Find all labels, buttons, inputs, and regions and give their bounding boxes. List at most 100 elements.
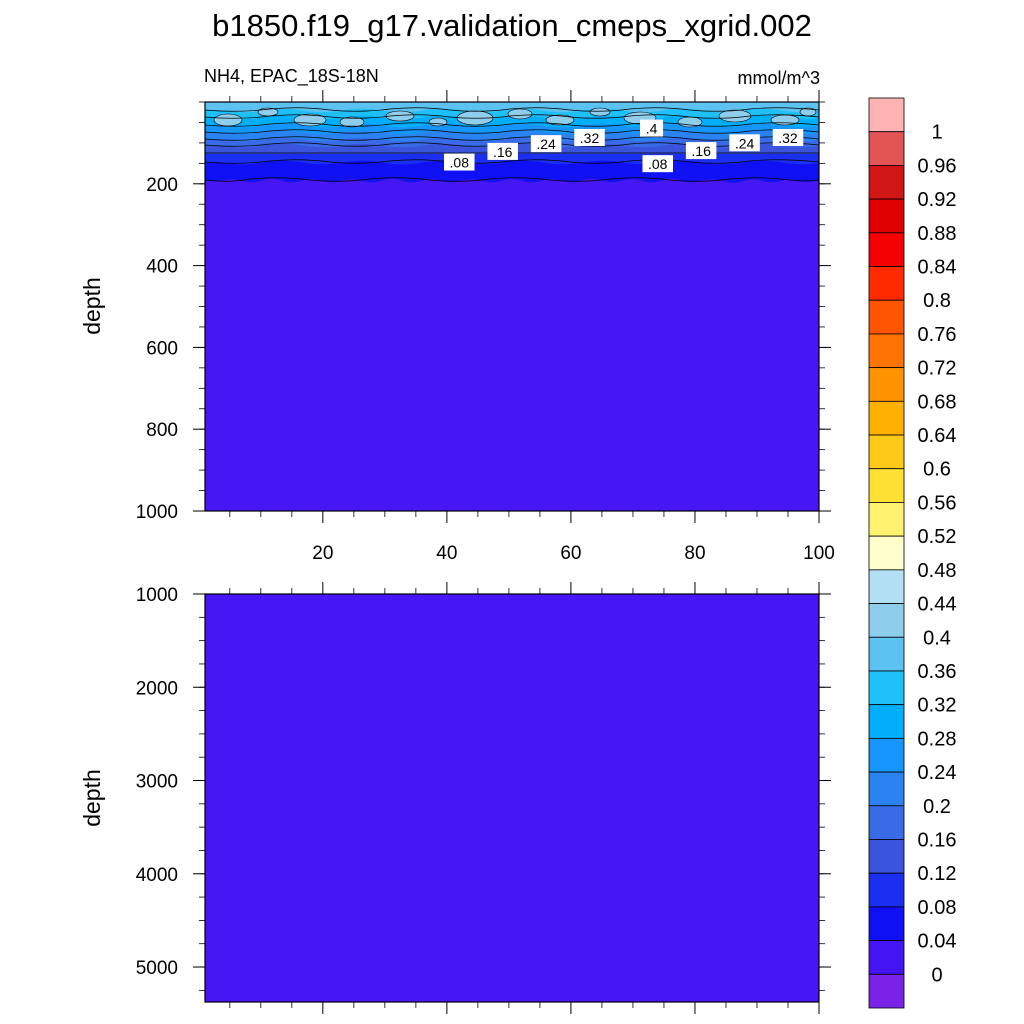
colorbar-label: 0.76 [918,324,957,346]
lower-field [205,594,819,1002]
colorbar-swatch [868,940,905,975]
contour-label-box [772,128,804,146]
contour-label-group: .08 .16 .24 .32 .4 .08 .16 .24 .32 [444,119,804,173]
colorbar-label: 0.84 [918,257,957,279]
colorbar-swatch [868,333,905,369]
colorbar-label: 0.56 [918,492,957,514]
colorbar-label: 0.48 [918,560,957,582]
contour-label-box [642,155,673,173]
x-tick-label: 100 [803,543,835,564]
colorbar-label: 0.88 [918,223,957,245]
upper-y-axis-label: depth [79,277,105,335]
colorbar-swatch [868,131,905,166]
colorbar-swatch [868,434,905,470]
lower-plot-frame [204,593,820,1003]
contour-label-text: .32 [580,130,600,146]
contour-label: .16 [487,142,518,160]
colorbar-label: 0.36 [918,661,957,683]
colorbar-swatch [868,906,905,941]
colorbar-label: 1 [931,122,942,144]
colorbar-swatch [868,198,905,234]
y-tick-label: 4000 [136,865,178,886]
contour-label: .32 [772,128,804,146]
colorbar-label: 0.24 [918,762,957,784]
contour-label-text: .16 [691,143,711,159]
contour-label: .24 [729,134,760,152]
contour-label-text: .4 [646,121,658,137]
colorbar-swatch [868,603,905,638]
contour-label-text: .32 [778,130,798,146]
contour-label: .08 [642,155,673,173]
left-subtitle: NH4, EPAC_18S-18N [204,66,379,87]
colorbar-label: 0.8 [923,290,951,312]
colorbar-swatch [868,704,905,739]
contour-label: .4 [640,119,664,137]
units-label: mmol/m^3 [738,68,820,88]
colorbar-swatch [868,367,905,402]
y-tick-label: 600 [146,338,178,359]
upper-field: .08 .16 .24 .32 .4 .08 .16 .24 .32 [204,102,820,511]
colorbar-swatch [868,872,905,908]
colorbar-label: 0.52 [918,526,957,548]
colorbar-label: 0 [931,964,942,986]
lower-axis-ticks: 1000 2000 3000 4000 5000 [136,582,831,1014]
contour-label-box [444,153,475,171]
y-tick-label: 200 [146,175,178,196]
colorbar-label: 0.96 [918,155,957,177]
colorbar-swatch [868,569,905,604]
x-tick-label: 40 [436,543,457,564]
contour-label: .32 [574,128,605,146]
colorbar-label: 0.28 [918,728,957,750]
y-tick-label: 800 [146,420,178,441]
contour-label-box [685,142,717,160]
colorbar-label: 0.04 [918,931,957,953]
colorbar-swatch [868,232,905,267]
contour-label-box [530,135,562,153]
colorbar-label: 0.08 [918,897,957,919]
contour-label-text: .08 [450,155,470,171]
colorbar-swatch [868,737,905,773]
colorbar-label: 0.12 [918,863,957,885]
y-tick-label: 3000 [136,772,178,793]
colorbar-label: 0.68 [918,391,957,413]
colorbar-label: 0.44 [918,594,957,616]
colorbar-swatch [868,771,905,807]
band-0.40 [205,102,819,113]
y-tick-label: 1000 [136,502,178,523]
colorbar-swatch [868,502,905,537]
x-tick-label: 80 [684,543,705,564]
lower-panel: 1000 2000 3000 4000 5000 depth [79,582,831,1014]
contour-label-text: .24 [536,136,556,152]
colorbar-swatch [868,805,905,840]
colorbar-swatch [868,670,905,706]
colorbar-swatch [868,468,905,503]
contour-label: .16 [685,142,717,160]
y-tick-label: 2000 [136,678,178,699]
contour-label-text: .08 [648,156,668,172]
colorbar-swatch [868,839,905,874]
colorbar-label: 0.6 [923,459,951,481]
contour-label-text: .24 [735,135,755,151]
y-tick-label: 400 [146,257,178,278]
colorbar-swatch [868,636,905,672]
contour-label: .24 [530,135,562,153]
contour-label-box [729,134,760,152]
colorbar-label: 0.92 [918,189,957,211]
colorbar-label: 0.32 [918,695,957,717]
colorbar-swatch [868,266,905,301]
contour-lines [204,107,820,182]
colorbar-swatch [868,973,905,1009]
figure-title: b1850.f19_g17.validation_cmeps_xgrid.002 [212,8,812,43]
x-tick-label: 60 [560,543,581,564]
contour-label-box [574,128,605,146]
colorbar-label: 0.64 [918,425,957,447]
contour-label-box [487,142,518,160]
colorbar-label: 0.2 [923,796,951,818]
colorbar-label: 0.16 [918,829,957,851]
contour-label: .08 [444,153,475,171]
colorbar-label: 0.4 [923,627,951,649]
contour-label-text: .16 [493,144,513,160]
colorbar-swatch [868,535,905,571]
y-tick-label: 1000 [136,585,178,606]
colorbar-label: 0.72 [918,358,957,380]
